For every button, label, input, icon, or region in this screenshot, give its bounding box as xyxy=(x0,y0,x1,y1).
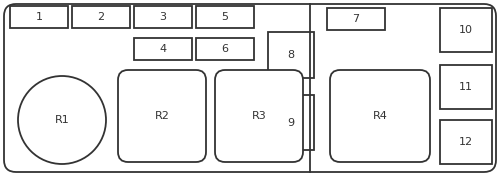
Text: 3: 3 xyxy=(160,12,166,22)
Text: R3: R3 xyxy=(252,111,266,121)
Bar xyxy=(440,120,492,164)
Text: 6: 6 xyxy=(222,44,228,54)
FancyBboxPatch shape xyxy=(215,70,303,162)
Bar xyxy=(134,38,192,60)
Bar xyxy=(134,6,192,28)
FancyBboxPatch shape xyxy=(118,70,206,162)
Text: 10: 10 xyxy=(459,25,473,35)
Text: 8: 8 xyxy=(288,50,294,60)
Bar xyxy=(440,8,492,52)
Bar xyxy=(440,65,492,109)
Bar xyxy=(268,95,314,150)
FancyBboxPatch shape xyxy=(330,70,430,162)
Bar xyxy=(10,6,68,28)
Text: 12: 12 xyxy=(459,137,473,147)
Text: 7: 7 xyxy=(352,14,360,24)
Ellipse shape xyxy=(18,76,106,164)
Text: 1: 1 xyxy=(36,12,43,22)
Bar xyxy=(196,38,254,60)
Text: R1: R1 xyxy=(54,115,70,125)
Text: 11: 11 xyxy=(459,82,473,92)
Text: 4: 4 xyxy=(160,44,166,54)
Bar xyxy=(327,8,385,30)
Bar xyxy=(72,6,130,28)
Text: 2: 2 xyxy=(98,12,104,22)
FancyBboxPatch shape xyxy=(4,4,496,172)
Bar xyxy=(196,6,254,28)
Text: 9: 9 xyxy=(288,118,294,127)
Bar xyxy=(268,32,314,78)
Text: R4: R4 xyxy=(372,111,388,121)
Text: R2: R2 xyxy=(154,111,170,121)
Text: 5: 5 xyxy=(222,12,228,22)
